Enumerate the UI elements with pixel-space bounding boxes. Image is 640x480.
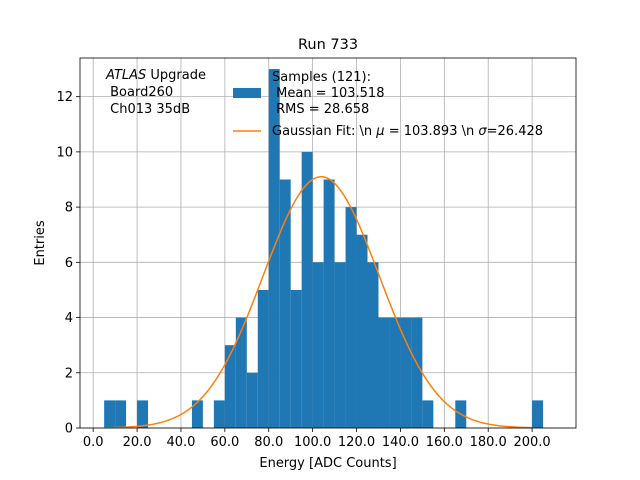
histogram-bar (323, 179, 335, 428)
chart-title: Run 733 (298, 37, 358, 53)
histogram-bar (213, 400, 225, 428)
x-tick-label: 0.0 (83, 435, 104, 450)
histogram-bar (389, 317, 401, 428)
x-axis-label: Energy [ADC Counts] (259, 456, 396, 471)
histogram-bar (378, 317, 390, 428)
histogram-bar (345, 207, 357, 428)
histogram-bar (137, 400, 149, 428)
annotation-upgrade: Upgrade (146, 68, 206, 83)
x-tick-label: 80.0 (254, 435, 283, 450)
y-tick-label: 0 (65, 422, 73, 437)
legend-fit-suffix: =26.428 (487, 124, 543, 139)
legend-samples-line-1: Samples (121): (272, 70, 371, 85)
annotation-line-1: ATLAS Upgrade (105, 68, 206, 83)
legend-fit-label: Gaussian Fit: \n μ = 103.893 \n σ=26.428 (272, 124, 543, 139)
histogram-bar (411, 317, 423, 428)
legend-samples-line-3: RMS = 28.658 (272, 102, 369, 117)
x-tick-label: 120.0 (338, 435, 375, 450)
histogram-bar (104, 400, 116, 428)
x-tick-label: 180.0 (470, 435, 507, 450)
legend: Samples (121): Mean = 103.518 RMS = 28.6… (233, 70, 543, 139)
legend-fit-mu: μ (375, 124, 384, 139)
histogram-bar (235, 317, 247, 428)
histogram-bar (115, 400, 127, 428)
annotation-atlas: ATLAS (105, 68, 146, 83)
histogram-bar (257, 289, 269, 428)
histogram-bar (532, 400, 544, 428)
histogram-bar (246, 372, 258, 428)
histogram-bar (224, 345, 236, 428)
histogram-bar (367, 262, 379, 428)
x-tick-label: 40.0 (166, 435, 195, 450)
x-tick-label: 140.0 (382, 435, 419, 450)
legend-swatch-samples (233, 88, 261, 98)
x-tick-label: 160.0 (426, 435, 463, 450)
y-axis-label: Entries (33, 220, 48, 266)
x-tick-label: 200.0 (513, 435, 550, 450)
x-axis-ticks: 0.0 20.0 40.0 60.0 80.0 100.0 120.0 140.0 160.0 1… (83, 428, 551, 450)
legend-fit-sigma: σ (478, 124, 487, 139)
gaussian-fit-curve (104, 176, 533, 429)
histogram-bar (301, 151, 313, 428)
x-tick-label: 20.0 (123, 435, 152, 450)
x-tick-label: 60.0 (210, 435, 239, 450)
histogram-bar (400, 317, 412, 428)
x-tick-label: 100.0 (294, 435, 331, 450)
y-axis-ticks: 0 2 4 6 8 10 12 (56, 90, 80, 437)
histogram-bar (356, 234, 368, 428)
histogram-bar (422, 400, 434, 428)
annotation-line-3: Ch013 35dB (106, 102, 190, 117)
atlas-annotation: ATLAS Upgrade Board260 Ch013 35dB (105, 68, 206, 117)
y-tick-label: 10 (56, 145, 73, 160)
legend-fit-prefix: Gaussian Fit: \n (272, 124, 376, 139)
histogram-bar (279, 179, 291, 428)
y-tick-label: 8 (65, 201, 73, 216)
y-tick-label: 6 (65, 256, 73, 271)
y-tick-label: 4 (65, 311, 73, 326)
legend-fit-mid: = 103.893 \n (385, 124, 479, 139)
histogram-bar (334, 262, 346, 428)
legend-samples-line-2: Mean = 103.518 (272, 86, 384, 101)
y-tick-label: 2 (65, 366, 73, 381)
histogram-bar (290, 289, 302, 428)
histogram-bar (191, 400, 203, 428)
plot-frame (79, 57, 577, 429)
y-tick-label: 12 (56, 90, 73, 105)
annotation-line-2: Board260 (106, 85, 173, 100)
histogram-bar (312, 262, 324, 428)
